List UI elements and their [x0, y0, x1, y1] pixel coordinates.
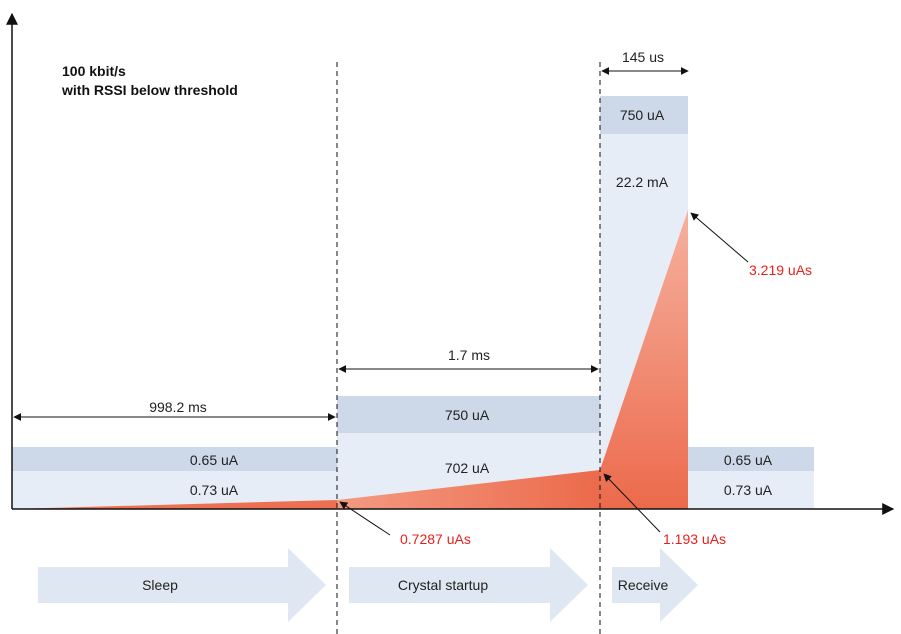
duration-label-sleep: 998.2 ms — [149, 399, 207, 415]
band-crystal-top — [337, 396, 600, 433]
current-label-sleep-top: 0.65 uA — [190, 452, 239, 468]
band-after-bottom — [688, 471, 814, 509]
current-label-crystal-bottom: 702 uA — [445, 460, 490, 476]
title-line-1: 100 kbit/s — [62, 63, 126, 79]
phase-arrow-crystal — [349, 548, 588, 622]
phase-arrow-sleep — [38, 548, 326, 622]
charge-arrow-receive — [690, 212, 749, 263]
duration-label-receive: 145 us — [622, 49, 664, 65]
band-receive-top — [600, 96, 688, 134]
current-label-receive-top: 750 uA — [620, 107, 665, 123]
charge-label-crystal: 1.193 uAs — [663, 531, 726, 547]
charge-label-receive: 3.219 uAs — [749, 262, 812, 278]
band-after-top — [688, 447, 814, 471]
title-line-2: with RSSI below threshold — [61, 82, 238, 98]
duration-label-crystal: 1.7 ms — [448, 347, 490, 363]
current-label-crystal-top: 750 uA — [445, 407, 490, 423]
phase-label-receive: Receive — [618, 577, 669, 593]
band-sleep-top — [12, 447, 337, 471]
phase-label-sleep: Sleep — [142, 577, 178, 593]
current-label-receive-bottom: 22.2 mA — [616, 174, 669, 190]
charge-arrow-crystal — [603, 473, 661, 533]
current-label-sleep-bottom: 0.73 uA — [190, 482, 239, 498]
phase-label-crystal: Crystal startup — [398, 577, 488, 593]
charge-arrow-sleep — [339, 501, 391, 536]
energy-fill-crystal — [337, 470, 600, 509]
phase-arrow-receive — [612, 548, 698, 622]
energy-fill-receive — [600, 210, 688, 509]
energy-fill-sleep — [12, 500, 337, 509]
current-label-after-bottom: 0.73 uA — [724, 482, 773, 498]
charge-label-sleep: 0.7287 uAs — [400, 531, 471, 547]
current-label-after-top: 0.65 uA — [724, 452, 773, 468]
